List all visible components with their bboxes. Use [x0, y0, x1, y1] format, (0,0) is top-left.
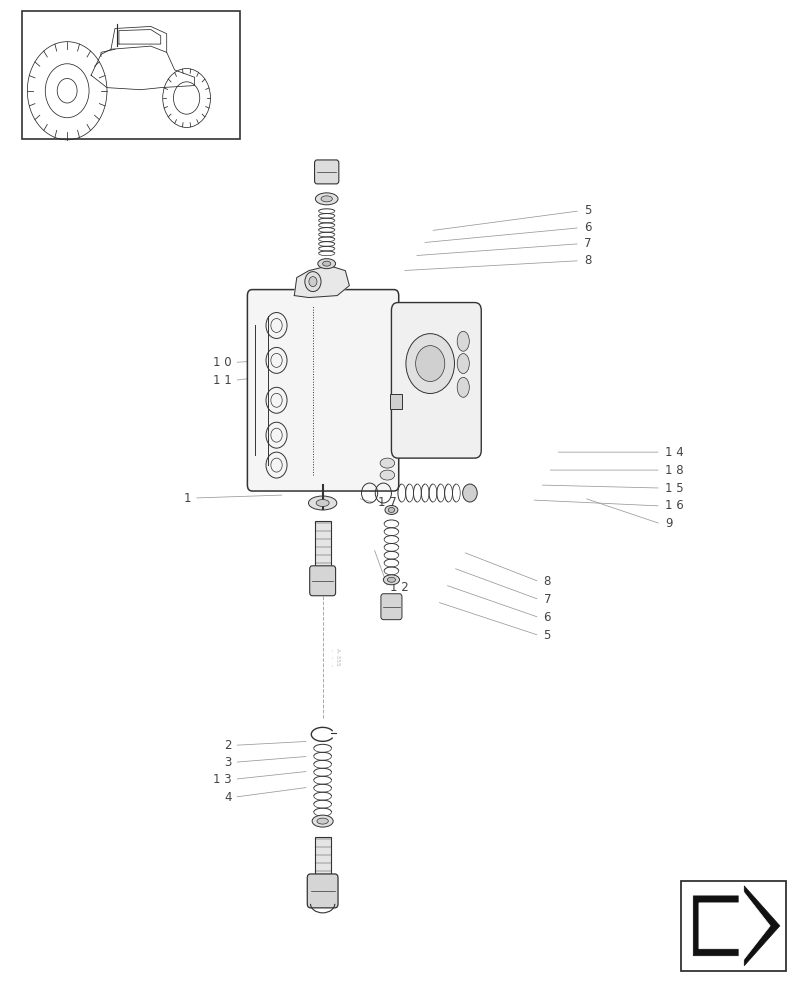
Ellipse shape — [388, 507, 394, 512]
Text: 3: 3 — [225, 756, 232, 769]
Text: 2: 2 — [224, 739, 232, 752]
Ellipse shape — [316, 818, 328, 824]
Ellipse shape — [457, 354, 469, 374]
Text: 8: 8 — [543, 575, 551, 588]
Bar — [22, 11, 240, 139]
Ellipse shape — [387, 577, 395, 582]
FancyBboxPatch shape — [247, 290, 398, 491]
Circle shape — [406, 334, 454, 393]
FancyBboxPatch shape — [307, 874, 337, 908]
Text: 4: 4 — [224, 791, 232, 804]
Bar — [314, 837, 330, 879]
Ellipse shape — [322, 261, 330, 266]
Circle shape — [308, 277, 316, 287]
Text: 1 6: 1 6 — [664, 499, 683, 512]
Ellipse shape — [320, 196, 332, 202]
Polygon shape — [294, 266, 349, 298]
Ellipse shape — [384, 505, 397, 514]
Text: 5: 5 — [583, 204, 590, 217]
Ellipse shape — [457, 377, 469, 397]
Text: 6: 6 — [583, 221, 590, 234]
Text: 7: 7 — [583, 237, 590, 250]
Bar — [680, 881, 785, 971]
Text: 1 4: 1 4 — [664, 446, 683, 459]
Ellipse shape — [308, 496, 337, 510]
Text: 1 3: 1 3 — [213, 773, 232, 786]
Text: 1 0: 1 0 — [213, 356, 232, 369]
FancyBboxPatch shape — [309, 566, 335, 596]
Circle shape — [462, 484, 477, 502]
Text: 7: 7 — [543, 593, 551, 606]
Text: 1 8: 1 8 — [664, 464, 683, 477]
Circle shape — [304, 272, 320, 292]
Circle shape — [415, 346, 444, 382]
Ellipse shape — [457, 331, 469, 351]
Text: 1 7: 1 7 — [377, 496, 396, 509]
Text: 8: 8 — [583, 254, 590, 267]
Text: 6: 6 — [543, 611, 551, 624]
FancyBboxPatch shape — [380, 594, 401, 620]
Text: 1 1: 1 1 — [213, 374, 232, 387]
Ellipse shape — [380, 470, 394, 480]
Text: 1: 1 — [184, 492, 191, 505]
FancyBboxPatch shape — [391, 303, 481, 458]
Ellipse shape — [315, 500, 328, 506]
Bar — [389, 394, 401, 409]
Text: 9: 9 — [664, 517, 672, 530]
Ellipse shape — [315, 193, 337, 205]
Text: 1 5: 1 5 — [664, 482, 683, 495]
Ellipse shape — [383, 575, 399, 585]
Text: 1 2: 1 2 — [389, 581, 408, 594]
Ellipse shape — [380, 458, 394, 468]
Ellipse shape — [311, 815, 333, 827]
FancyBboxPatch shape — [314, 160, 338, 184]
Bar — [314, 521, 330, 571]
Text: 5: 5 — [543, 629, 551, 642]
Ellipse shape — [317, 259, 335, 269]
Polygon shape — [693, 886, 779, 966]
Polygon shape — [698, 886, 769, 966]
Text: A-355
- - -: A-355 - - - — [328, 648, 340, 667]
